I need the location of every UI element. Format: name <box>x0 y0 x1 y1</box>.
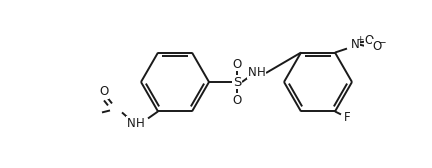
Text: +: + <box>356 35 364 44</box>
Text: N: N <box>351 38 359 51</box>
Text: O: O <box>99 85 108 98</box>
Text: N: N <box>248 66 256 78</box>
Text: H: H <box>257 66 265 78</box>
Text: F: F <box>344 111 350 124</box>
Text: N: N <box>127 117 135 130</box>
Text: O: O <box>232 57 241 71</box>
Text: −: − <box>378 38 386 48</box>
Text: O: O <box>364 34 374 47</box>
Text: H: H <box>136 117 144 130</box>
Text: O: O <box>372 40 381 53</box>
Text: S: S <box>233 75 241 89</box>
Text: O: O <box>232 94 241 107</box>
